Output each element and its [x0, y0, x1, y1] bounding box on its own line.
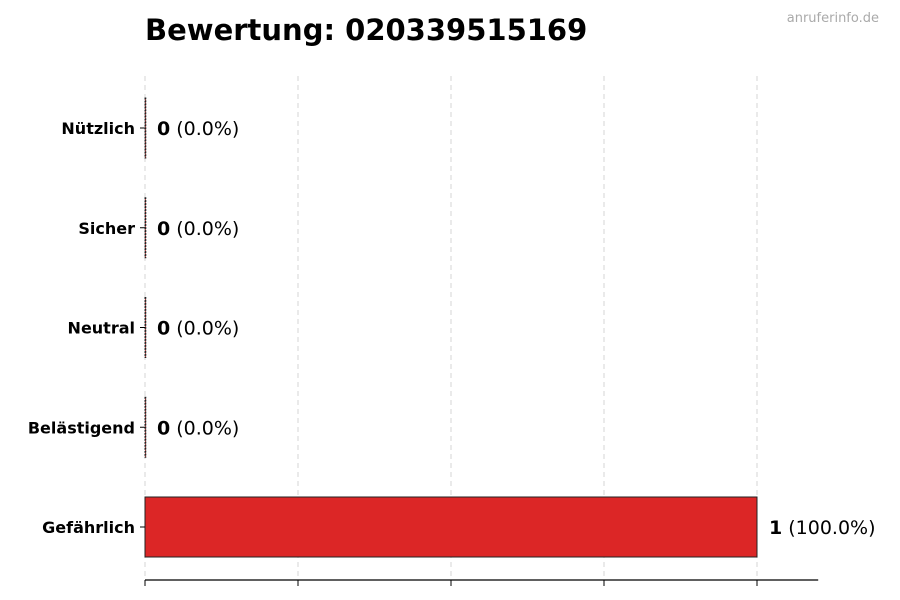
data-label-count: 0: [157, 417, 170, 439]
category-label: Sicher: [78, 219, 135, 238]
chart-title: Bewertung: 020339515169: [145, 13, 587, 47]
data-label-percent: (100.0%): [788, 517, 875, 539]
bar-2: [144, 297, 147, 358]
data-label-percent: (0.0%): [176, 218, 239, 240]
data-label-count: 0: [157, 318, 170, 340]
category-label: Neutral: [68, 319, 135, 338]
category-label: Belästigend: [28, 418, 135, 437]
data-label: 0 (0.0%): [157, 218, 239, 240]
data-label: 0 (0.0%): [157, 417, 239, 439]
data-label-count: 1: [769, 517, 782, 539]
data-label: 0 (0.0%): [157, 318, 239, 340]
data-label-percent: (0.0%): [176, 417, 239, 439]
data-label-percent: (0.0%): [176, 118, 239, 140]
data-label-count: 0: [157, 218, 170, 240]
bar-1: [144, 197, 147, 259]
data-label: 0 (0.0%): [157, 118, 239, 140]
bar-3: [144, 396, 147, 458]
data-label-percent: (0.0%): [176, 318, 239, 340]
bar-0: [144, 97, 147, 159]
data-label: 1 (100.0%): [769, 517, 876, 539]
bar-4: [144, 496, 758, 558]
data-label-count: 0: [157, 118, 170, 140]
category-label: Nützlich: [61, 119, 135, 138]
watermark: anruferinfo.de: [787, 11, 879, 26]
category-label: Gefährlich: [42, 518, 135, 537]
